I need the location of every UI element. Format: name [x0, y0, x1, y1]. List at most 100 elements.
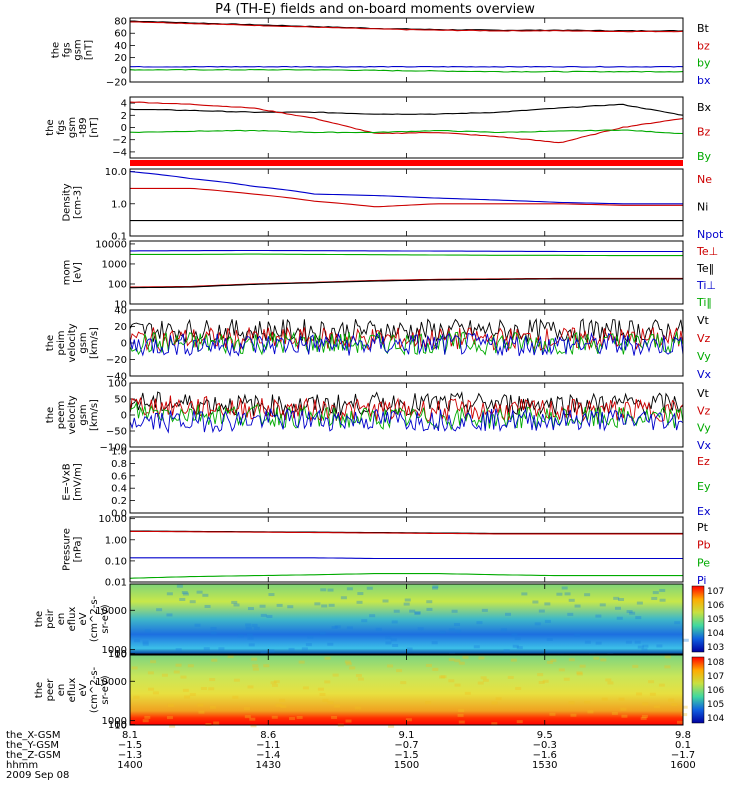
- spectrogram-texel: [664, 655, 671, 659]
- ephemeris-label: hhmm: [6, 760, 38, 771]
- spectrogram-texel: [550, 658, 557, 662]
- spectrogram-texel: [131, 666, 138, 670]
- spectrogram-texel: [355, 674, 362, 678]
- spectrogram-texel: [196, 590, 203, 594]
- spectrogram-texel: [382, 599, 389, 603]
- spectrogram-texel: [184, 695, 191, 699]
- spectrogram-texel: [345, 662, 352, 666]
- spectrogram-texel: [595, 614, 602, 618]
- spectrogram-texel: [546, 638, 553, 642]
- spectrogram-texel: [587, 710, 594, 714]
- spectrogram-texel: [203, 647, 210, 651]
- spectrogram-texel: [357, 677, 364, 681]
- y-tick-label: 0: [121, 123, 127, 134]
- spectrogram-texel: [314, 602, 321, 606]
- spectrogram-texel: [144, 715, 151, 719]
- y-tick-label: 10000: [95, 239, 127, 250]
- spectrogram-texel: [302, 686, 309, 690]
- y-tick-label: 0.4: [111, 484, 127, 495]
- spectrogram-texel: [599, 603, 606, 607]
- separator-bar: [130, 160, 683, 166]
- spectrogram-texel: [180, 675, 187, 679]
- spectrogram-texel: [426, 600, 433, 604]
- spectrogram-texel: [503, 649, 510, 653]
- spectrogram-texel: [320, 588, 327, 592]
- spectrogram-texel: [144, 629, 151, 633]
- spectrogram-texel: [340, 596, 347, 600]
- spectrogram-texel: [147, 671, 154, 675]
- spectrogram-texel: [495, 697, 502, 701]
- spectrogram-texel: [432, 667, 439, 671]
- spectrogram-texel: [328, 603, 335, 607]
- spectrogram-texel: [211, 658, 218, 662]
- spectrogram-texel: [275, 703, 282, 707]
- spectrogram-texel: [432, 585, 439, 589]
- spectrogram-texel: [202, 593, 209, 597]
- spectrogram-texel: [327, 642, 334, 646]
- spectrogram-texel: [175, 648, 182, 652]
- spectrogram-texel: [542, 679, 549, 683]
- spectrogram-texel: [253, 626, 260, 630]
- legend-Ni: Ni: [697, 201, 708, 214]
- spectrogram-texel: [317, 687, 324, 691]
- spectrogram-texel: [653, 705, 660, 709]
- spectrogram-texel: [298, 660, 305, 664]
- trace-Npot: [129, 171, 683, 205]
- legend-Pi: Pi: [697, 574, 706, 587]
- ephemeris-label: the_X-GSM: [6, 730, 60, 741]
- spectrogram-texel: [621, 714, 628, 718]
- spectrogram-texel: [327, 701, 334, 705]
- spectrogram-texel: [614, 606, 621, 610]
- colorbar-label: 107: [707, 587, 724, 597]
- spectrogram-texel: [166, 613, 173, 617]
- spectrogram-texel: [252, 667, 259, 671]
- spectrogram-texel: [681, 705, 688, 709]
- legend-Vy: Vy: [697, 422, 711, 435]
- spectrogram-texel: [375, 627, 382, 631]
- spectrogram-texel: [538, 680, 545, 684]
- y-axis-label: thefgsgsm[nT]: [51, 39, 95, 60]
- legend-Vt: Vt: [697, 387, 710, 400]
- spectrogram-texel: [584, 593, 591, 597]
- y-tick-label: 100: [108, 649, 127, 660]
- spectrogram-texel: [197, 703, 204, 707]
- spectrogram-texel: [327, 588, 334, 592]
- trace-Vy: [129, 330, 684, 356]
- y-tick-label: 40: [114, 41, 127, 52]
- spectrogram-texel: [345, 719, 352, 723]
- spectrogram-texel: [448, 679, 455, 683]
- legend-Vt: Vt: [697, 314, 710, 327]
- spectrogram-texel: [514, 637, 521, 641]
- legend-Ey: Ey: [697, 480, 711, 493]
- spectrogram-texel: [187, 664, 194, 668]
- y-tick-label: −4: [112, 147, 127, 158]
- legend-Ex: Ex: [697, 505, 711, 518]
- legend-bz: bz: [697, 39, 710, 52]
- spectrogram-texel: [173, 670, 180, 674]
- spectrogram-texel: [287, 605, 294, 609]
- panel-10: 108 107 106 105 104 10000 100010010thepeerenef…: [34, 654, 724, 731]
- trace-Bx: [129, 103, 684, 116]
- spectrogram-texel: [584, 700, 591, 704]
- spectrogram-texel: [637, 645, 644, 649]
- ephemeris-value: 0.1: [675, 740, 691, 751]
- spectrogram-texel: [618, 697, 625, 701]
- y-tick-label: 100: [108, 379, 127, 390]
- ephemeris-value: −1.3: [118, 750, 142, 761]
- ephemeris-value: −0.3: [533, 740, 557, 751]
- legend-Bx: Bx: [697, 101, 712, 114]
- spectrogram-texel: [457, 713, 464, 717]
- ephemeris-value: 1600: [670, 760, 695, 771]
- y-tick-label: 0.0: [111, 509, 127, 520]
- colorbar-label: 105: [707, 700, 724, 710]
- spectrogram-texel: [511, 633, 518, 637]
- spectrogram-texel: [150, 660, 157, 664]
- spectrogram-texel: [568, 701, 575, 705]
- spectrogram-texel: [516, 646, 523, 650]
- legend-Vz: Vz: [697, 332, 711, 345]
- trace-Vx: [129, 407, 684, 434]
- legend-Bz: Bz: [697, 126, 711, 139]
- legend-Ne: Ne: [697, 173, 712, 186]
- ephemeris-value: −0.7: [394, 740, 418, 751]
